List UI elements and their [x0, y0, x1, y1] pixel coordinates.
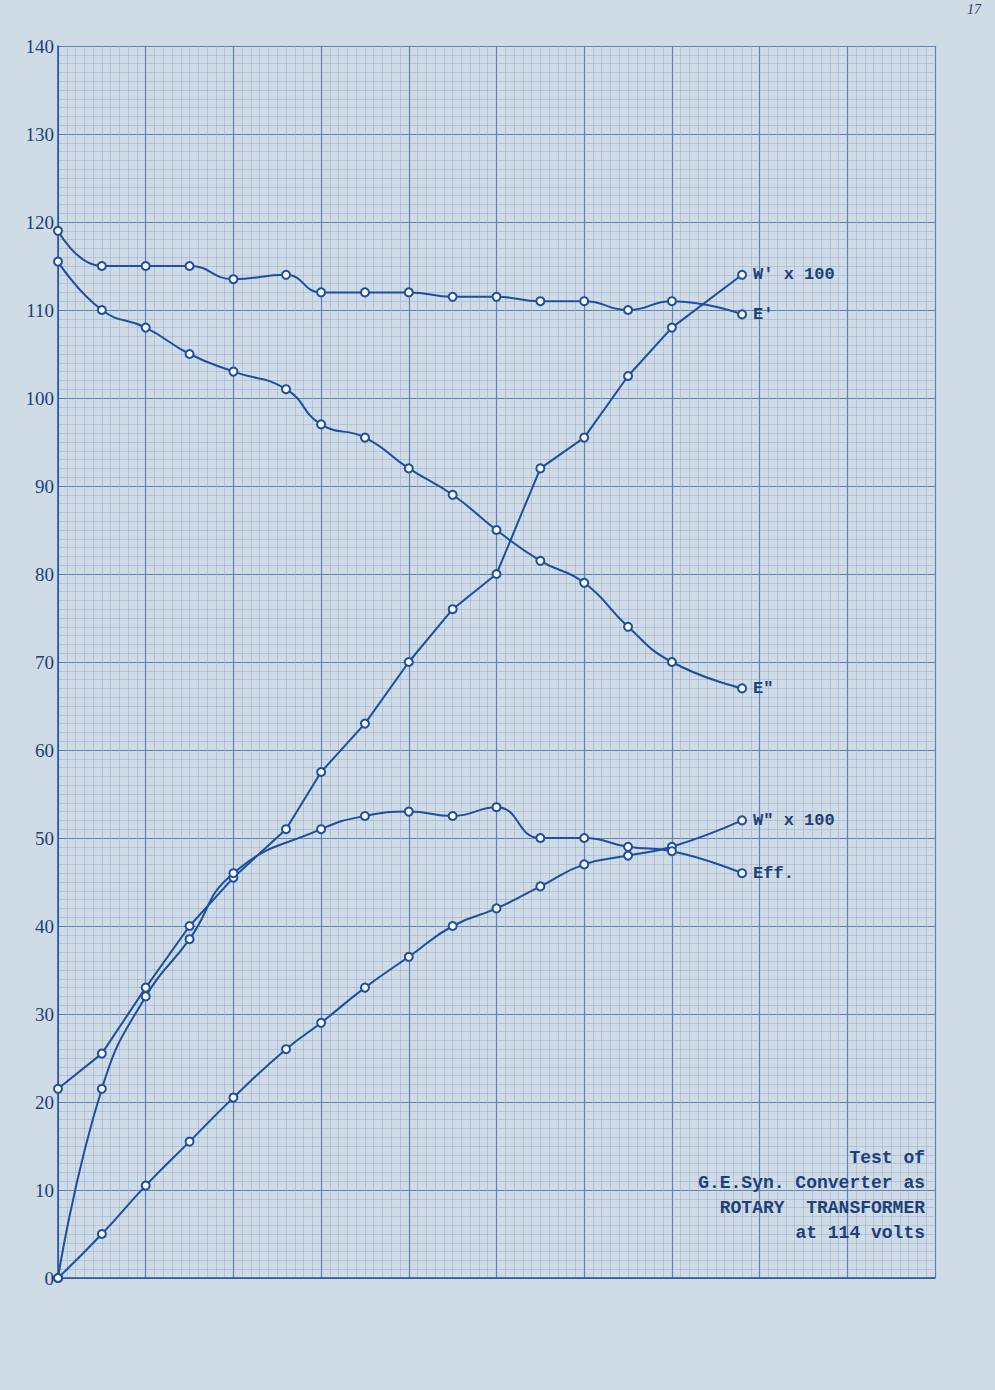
svg-text:ROTARY TRANSFORMER: ROTARY TRANSFORMER [720, 1198, 925, 1218]
svg-text:20: 20 [35, 1092, 54, 1113]
svg-text:at 114 volts: at 114 volts [795, 1223, 925, 1243]
svg-text:E": E" [753, 679, 773, 698]
svg-text:17: 17 [967, 2, 982, 17]
svg-text:110: 110 [26, 300, 54, 321]
svg-text:W" x 100: W" x 100 [753, 811, 835, 830]
svg-text:30: 30 [35, 1004, 54, 1025]
svg-text:G.E.Syn. Converter as: G.E.Syn. Converter as [698, 1173, 925, 1193]
svg-text:Test of: Test of [849, 1148, 925, 1168]
svg-text:0: 0 [45, 1268, 55, 1289]
svg-text:130: 130 [26, 124, 55, 145]
svg-text:60: 60 [35, 740, 54, 761]
svg-text:E': E' [753, 305, 773, 324]
svg-text:50: 50 [35, 828, 54, 849]
svg-text:W' x 100: W' x 100 [753, 265, 835, 284]
svg-text:120: 120 [26, 212, 55, 233]
svg-text:10: 10 [35, 1180, 54, 1201]
svg-text:140: 140 [26, 36, 55, 57]
svg-text:70: 70 [35, 652, 54, 673]
svg-text:40: 40 [35, 916, 54, 937]
svg-text:80: 80 [35, 564, 54, 585]
svg-text:Eff.: Eff. [753, 864, 794, 883]
svg-text:100: 100 [26, 388, 55, 409]
svg-text:90: 90 [35, 476, 54, 497]
